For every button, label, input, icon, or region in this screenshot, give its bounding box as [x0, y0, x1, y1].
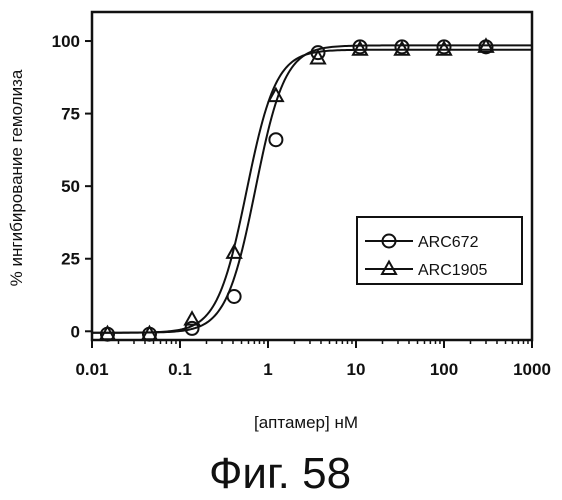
x-tick-label: 0.01 — [75, 360, 108, 379]
y-tick-label: 75 — [61, 105, 80, 124]
y-tick-label: 25 — [61, 250, 80, 269]
y-axis-title: % ингибирование гемолиза — [7, 69, 26, 286]
x-tick-label: 0.1 — [168, 360, 192, 379]
data-markers — [100, 39, 492, 340]
legend-label-arc672: ARC672 — [418, 234, 479, 251]
x-axis: 0.01 0.1 1 10 100 1000 — [75, 340, 550, 379]
fit-curve-arc672 — [92, 45, 532, 332]
x-tick-label: 10 — [347, 360, 366, 379]
data-point-arc672 — [228, 290, 241, 303]
fit-curves — [92, 45, 532, 332]
x-tick-label: 1 — [263, 360, 272, 379]
x-tick-label: 1000 — [513, 360, 551, 379]
y-tick-label: 100 — [52, 32, 80, 51]
legend-label-arc1905: ARC1905 — [418, 262, 487, 279]
fit-curve-arc1905 — [92, 50, 532, 333]
x-tick-label: 100 — [430, 360, 458, 379]
y-axis: 0 25 50 75 100 — [52, 32, 92, 341]
x-axis-title: [аптамер] нМ — [254, 413, 358, 432]
data-point-arc672 — [269, 133, 282, 146]
y-tick-label: 50 — [61, 177, 80, 196]
figure-caption: Фиг. 58 — [209, 449, 351, 498]
y-tick-label: 0 — [71, 322, 80, 341]
legend: ARC672 ARC1905 — [357, 217, 522, 284]
